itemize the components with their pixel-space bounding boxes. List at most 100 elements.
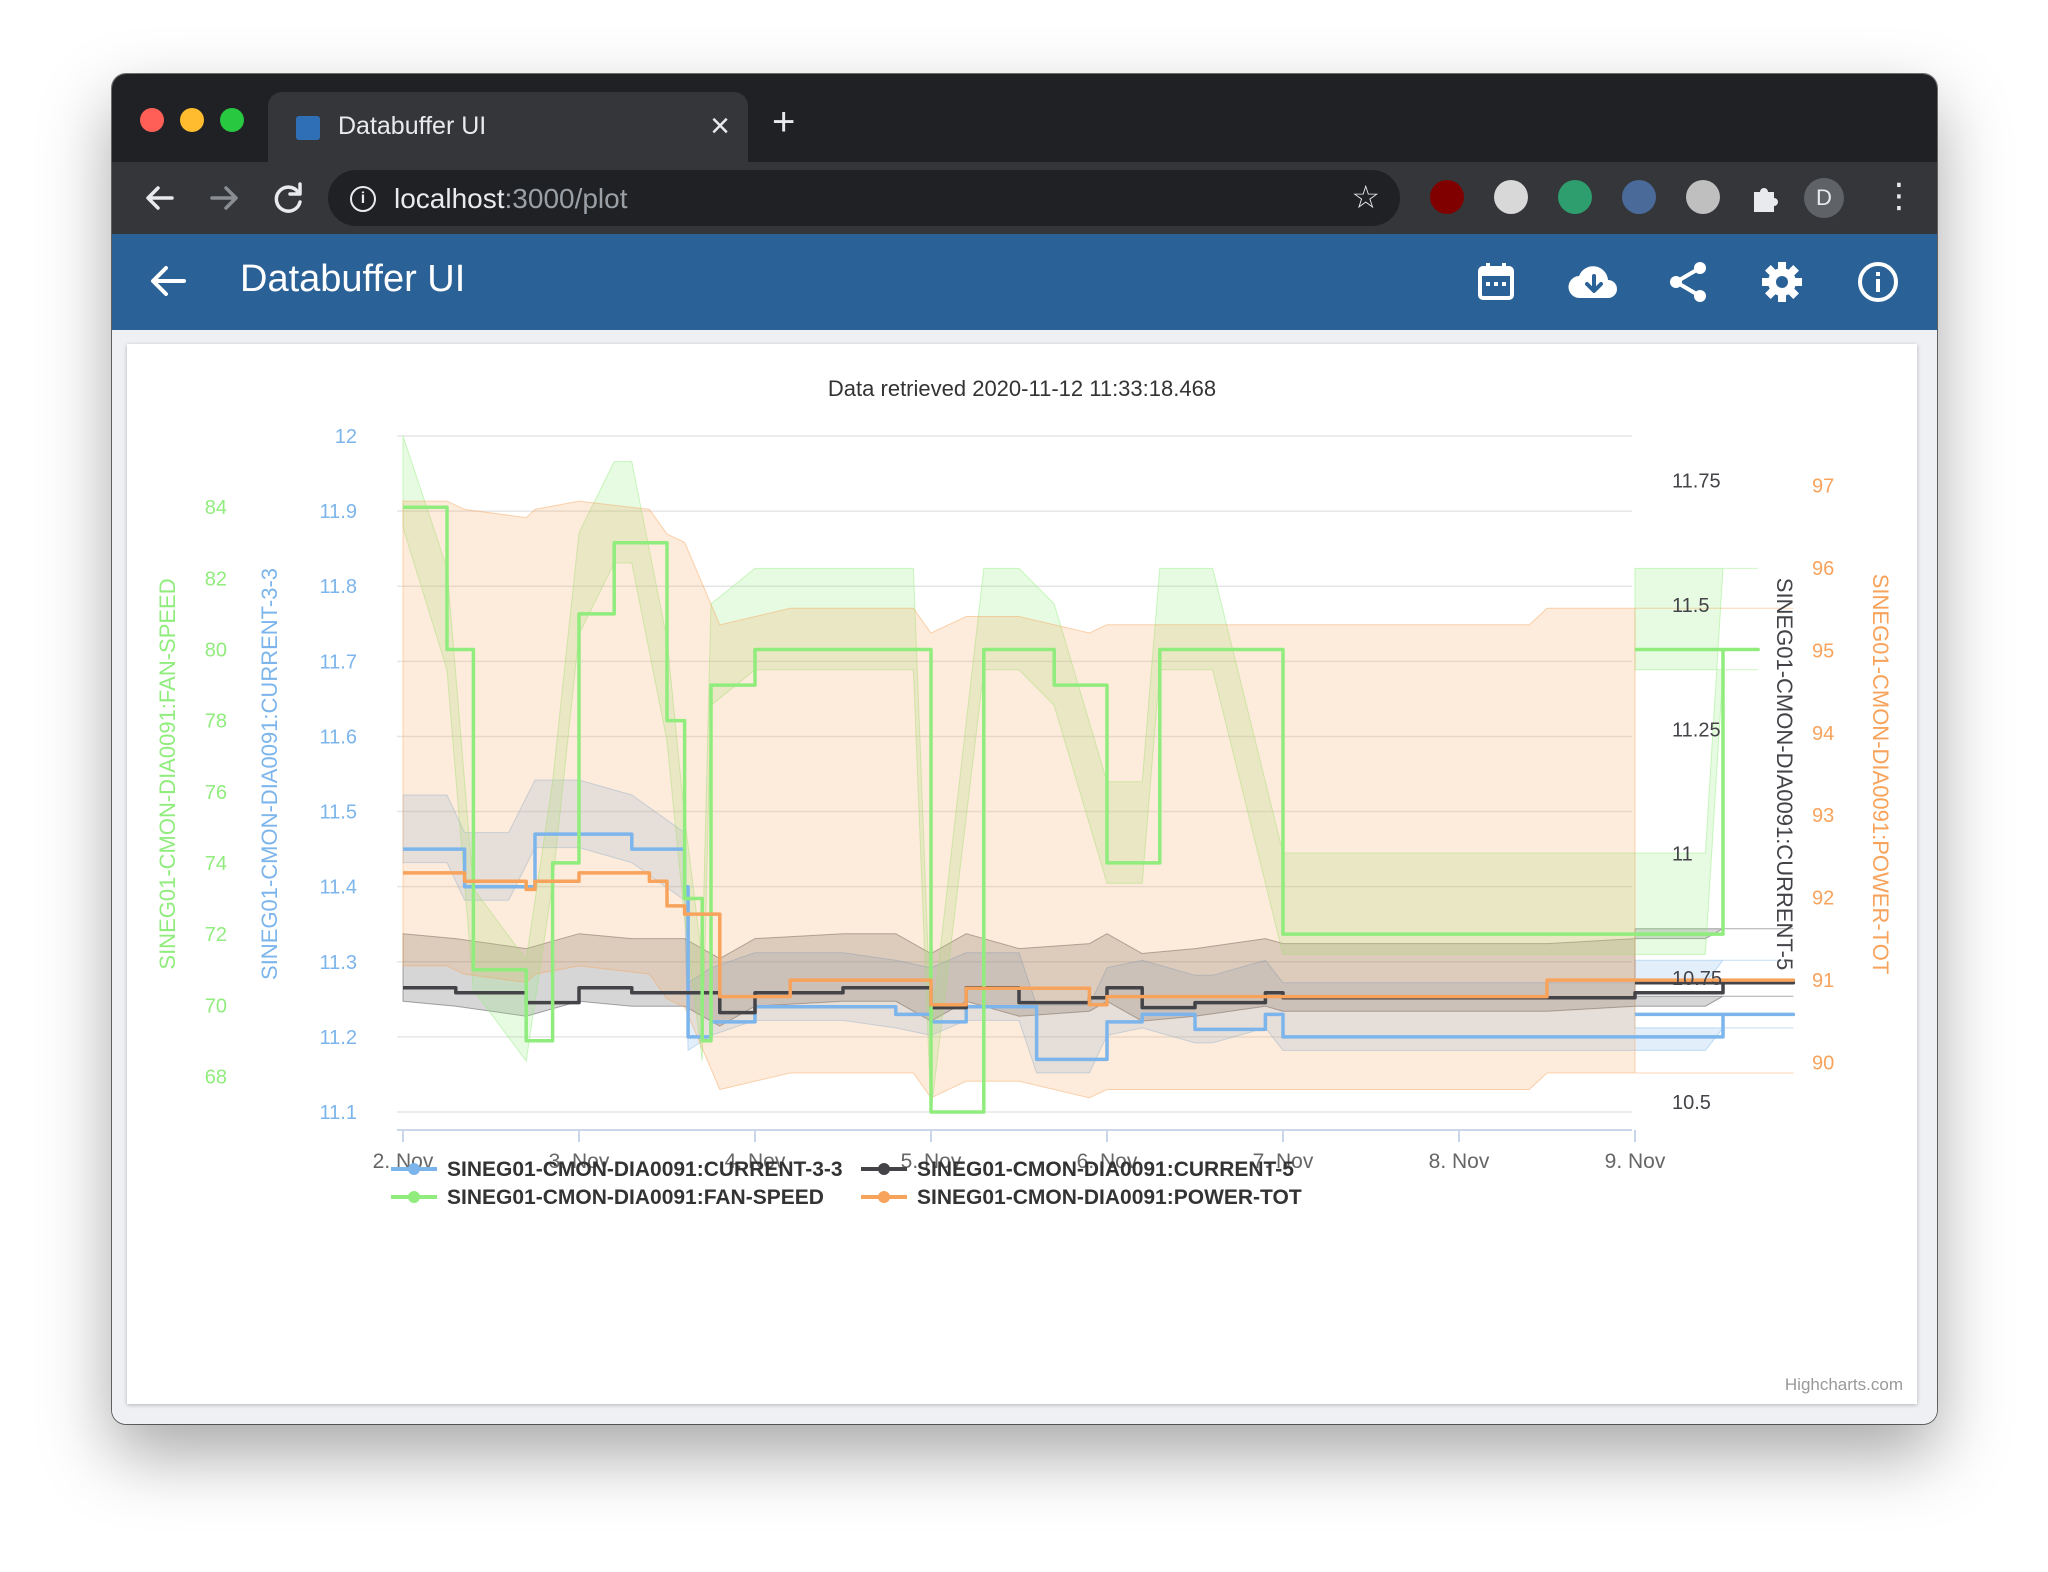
y-tick-label: 11.5 <box>1672 595 1709 617</box>
y-axis-title: SINEG01-CMON-DIA0091:CURRENT-5 <box>1772 578 1797 970</box>
series-band <box>402 500 1794 1099</box>
x-tick-label: 8. Nov <box>1429 1150 1490 1173</box>
y-tick-label: 11.4 <box>320 877 357 899</box>
y-tick-label: 10.75 <box>1672 968 1722 990</box>
legend-label: SINEG01-CMON-DIA0091:POWER-TOT <box>917 1186 1302 1209</box>
new-tab-button[interactable]: + <box>772 100 796 144</box>
reload-button[interactable] <box>266 176 310 220</box>
y-tick-label: 97 <box>1812 475 1834 497</box>
reload-icon <box>274 182 302 213</box>
legend-marker <box>878 1191 890 1203</box>
calendar-icon[interactable] <box>1472 258 1520 306</box>
y-tick-label: 11.6 <box>320 726 357 748</box>
y-tick-label: 11.9 <box>320 501 357 523</box>
minimize-window-button[interactable] <box>180 108 204 132</box>
legend-item[interactable]: SINEG01-CMON-DIA0091:POWER-TOT <box>861 1186 1302 1209</box>
y-tick-label: 11 <box>1672 844 1693 866</box>
extension-icon[interactable] <box>1494 180 1528 214</box>
y-tick-label: 68 <box>205 1066 227 1088</box>
y-tick-label: 70 <box>205 995 227 1017</box>
cloud-download-icon[interactable] <box>1566 258 1622 306</box>
legend: SINEG01-CMON-DIA0091:CURRENT-3-3 SINEG01-… <box>391 1158 1302 1209</box>
ublock-extension-icon[interactable] <box>1430 180 1464 214</box>
range-bands <box>402 435 1794 1113</box>
extension-icon[interactable] <box>1686 180 1720 214</box>
x-tick-label: 5. Nov <box>901 1150 962 1173</box>
series-line <box>403 505 1760 1114</box>
x-tick-label: 6. Nov <box>1077 1150 1138 1173</box>
tab-title: Databuffer UI <box>338 112 487 140</box>
chart: 2. Nov 3. Nov 4. Nov 5. Nov 6. Nov 7. Nov 8. N… <box>155 376 1903 1394</box>
y-tick-label: 92 <box>1812 888 1834 910</box>
series-line <box>403 832 1796 1062</box>
browser-toolbar: i localhost:3000/plot ☆ D ⋮ <box>112 162 1937 234</box>
y-tick-label: 84 <box>205 497 227 519</box>
forward-button[interactable] <box>202 176 246 220</box>
share-icon[interactable] <box>1664 258 1712 306</box>
settings-icon[interactable] <box>1758 258 1806 306</box>
x-tick-label: 3. Nov <box>549 1150 610 1173</box>
url-host: localhost <box>394 183 505 214</box>
series-group <box>403 832 1796 1062</box>
y-tick-label: 96 <box>1812 558 1834 580</box>
app-back-icon[interactable] <box>146 256 190 317</box>
legend-marker <box>878 1163 890 1175</box>
content-area: 2. Nov 3. Nov 4. Nov 5. Nov 6. Nov 7. Nov 8. N… <box>112 330 1937 1424</box>
back-button[interactable] <box>138 176 182 220</box>
y-tick-label: 10.5 <box>1672 1092 1711 1114</box>
y-tick-label: 72 <box>205 924 227 946</box>
y-tick-label: 74 <box>205 853 227 875</box>
chart-favicon-icon <box>296 116 320 140</box>
extension-icon[interactable] <box>1622 180 1656 214</box>
legend-label: SINEG01-CMON-DIA0091:CURRENT-5 <box>917 1158 1294 1181</box>
chart-credits[interactable]: Highcharts.com <box>1785 1375 1903 1394</box>
url-path: :3000/plot <box>504 183 628 214</box>
site-info-icon[interactable]: i <box>350 186 376 212</box>
legend-item[interactable]: SINEG01-CMON-DIA0091:FAN-SPEED <box>391 1186 824 1209</box>
series-band <box>402 435 1759 1113</box>
y-tick-label: 12 <box>335 426 357 448</box>
y-tick-label: 95 <box>1812 640 1834 662</box>
tab-close-icon[interactable]: × <box>710 107 730 145</box>
y-tick-label: 11.3 <box>320 952 357 974</box>
zoom-window-button[interactable] <box>220 108 244 132</box>
y-axis-title: SINEG01-CMON-DIA0091:CURRENT-3-3 <box>257 568 282 980</box>
y-axis-title: SINEG01-CMON-DIA0091:POWER-TOT <box>1868 574 1893 975</box>
y-tick-label: 80 <box>205 639 227 661</box>
legend-marker <box>408 1191 420 1203</box>
more-menu-icon[interactable]: ⋮ <box>1882 177 1916 215</box>
y-tick-label: 82 <box>205 568 227 590</box>
arrow-forward-icon <box>210 186 238 210</box>
y-tick-label: 11.8 <box>320 576 357 598</box>
y-tick-label: 11.25 <box>1672 719 1721 741</box>
x-tick-label: 9. Nov <box>1605 1150 1666 1173</box>
profile-avatar[interactable]: D <box>1804 178 1844 218</box>
y-tick-label: 91 <box>1812 970 1834 992</box>
y-tick-label: 11.2 <box>320 1027 357 1049</box>
info-icon[interactable] <box>1854 258 1902 306</box>
series-line <box>403 871 1796 1007</box>
app-title: Databuffer UI <box>240 258 466 300</box>
browser-window: Databuffer UI × + i localhost:3000/plot … <box>112 74 1937 1424</box>
arrow-back-icon <box>146 186 174 210</box>
y-tick-label: 94 <box>1812 723 1834 745</box>
browser-tab[interactable]: Databuffer UI × <box>268 92 748 164</box>
y-tick-label: 90 <box>1812 1053 1834 1075</box>
legend-marker <box>408 1163 420 1175</box>
series-group <box>403 871 1796 1007</box>
extension-icon[interactable] <box>1558 180 1592 214</box>
bookmark-star-icon[interactable]: ☆ <box>1351 179 1380 215</box>
y-tick-label: 11.1 <box>320 1102 357 1124</box>
legend-item[interactable]: SINEG01-CMON-DIA0091:CURRENT-5 <box>861 1158 1294 1181</box>
app-header: Databuffer UI <box>112 234 1937 330</box>
legend-label: SINEG01-CMON-DIA0091:CURRENT-3-3 <box>447 1158 843 1181</box>
y-tick-label: 11.7 <box>320 651 357 673</box>
close-window-button[interactable] <box>140 108 164 132</box>
series-lines <box>403 505 1796 1114</box>
legend-label: SINEG01-CMON-DIA0091:FAN-SPEED <box>447 1186 824 1209</box>
x-tick-label: 4. Nov <box>725 1150 786 1173</box>
address-bar[interactable]: i localhost:3000/plot ☆ <box>328 170 1400 226</box>
puzzle-extensions-icon[interactable] <box>1748 180 1782 214</box>
legend-item[interactable]: SINEG01-CMON-DIA0091:CURRENT-3-3 <box>391 1158 843 1181</box>
y-tick-label: 76 <box>205 782 227 804</box>
